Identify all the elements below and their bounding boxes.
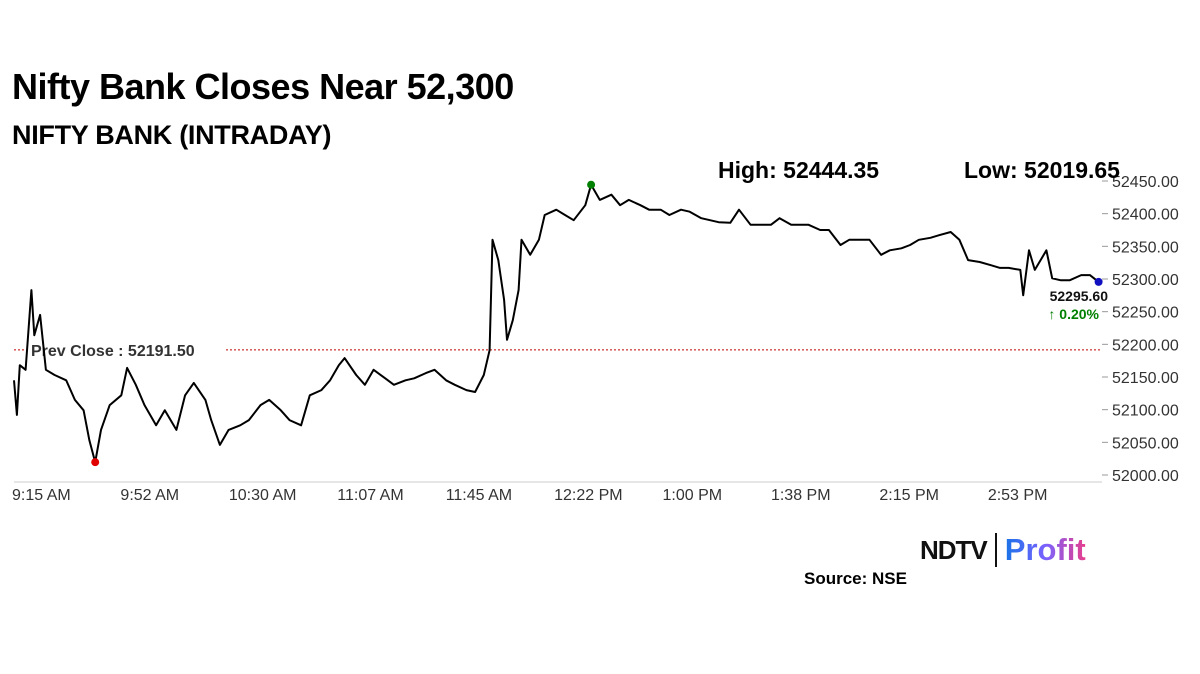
x-tick-label: 2:53 PM xyxy=(988,487,1048,504)
prev-close-label-bg xyxy=(26,340,224,359)
y-tick-label: 52400.00 xyxy=(1112,207,1179,224)
y-tick-label: 52050.00 xyxy=(1112,435,1179,452)
y-tick-label: 52200.00 xyxy=(1112,337,1179,354)
x-tick-label: 2:15 PM xyxy=(879,487,939,504)
high-marker xyxy=(587,180,596,189)
last-marker xyxy=(1094,277,1103,286)
x-tick-label: 11:07 AM xyxy=(337,487,403,504)
high-label: High: 52444.35 xyxy=(718,157,880,183)
prev-close-label: Prev Close : 52191.50 xyxy=(31,343,195,360)
x-tick-label: 9:52 AM xyxy=(120,487,179,504)
logo-ndtv: NDTV xyxy=(920,534,988,565)
y-tick-label: 52100.00 xyxy=(1112,403,1179,420)
logo-divider xyxy=(994,533,997,567)
x-tick-label: 1:00 PM xyxy=(663,487,723,504)
up-arrow-icon: ↑ xyxy=(1048,306,1059,322)
chart-subtitle: NIFTY BANK (INTRADAY) xyxy=(12,120,332,150)
ndtv-profit-logo: NDTV Profit xyxy=(920,532,1086,568)
y-tick-label: 52450.00 xyxy=(1112,174,1179,191)
last-value-label: 52295.60 xyxy=(1050,288,1109,304)
y-tick-label: 52150.00 xyxy=(1112,370,1179,387)
low-marker xyxy=(91,458,100,467)
y-tick-label: 52350.00 xyxy=(1112,239,1179,256)
logo-profit: Profit xyxy=(1004,532,1086,567)
low-label: Low: 52019.65 xyxy=(964,157,1120,183)
x-axis: 9:15 AM 9:52 AM 10:30 AM 11:07 AM 11:45 AM 12… xyxy=(12,481,1102,504)
x-tick-label: 9:15 AM xyxy=(12,487,71,504)
x-tick-label: 10:30 AM xyxy=(229,487,297,504)
price-line xyxy=(13,183,1100,464)
y-tick-label: 52000.00 xyxy=(1112,468,1179,485)
x-tick-label: 1:38 PM xyxy=(771,487,831,504)
chart-title: Nifty Bank Closes Near 52,300 xyxy=(12,66,514,107)
y-tick-label: 52300.00 xyxy=(1112,272,1179,289)
source-label: Source: NSE xyxy=(804,569,907,588)
change-label: ↑ 0.20% xyxy=(1048,306,1099,322)
x-tick-label: 12:22 PM xyxy=(554,487,622,504)
y-axis: 52000.00 52050.00 52100.00 52150.00 52200.00… xyxy=(1102,174,1179,485)
x-tick-label: 11:45 AM xyxy=(446,487,512,504)
change-value: 0.20% xyxy=(1059,306,1099,322)
y-tick-label: 52250.00 xyxy=(1112,305,1179,322)
